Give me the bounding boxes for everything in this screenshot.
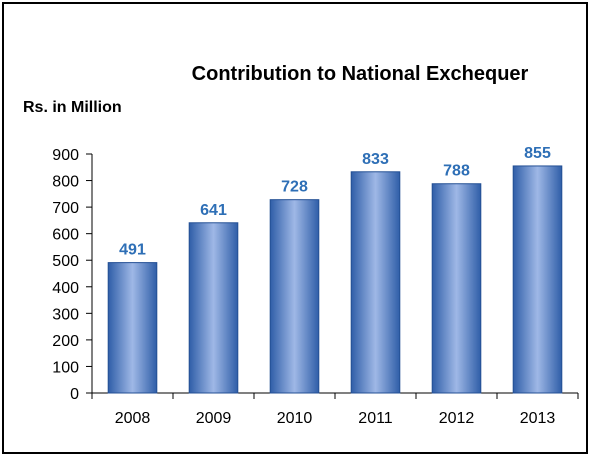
y-tick-label: 100	[52, 359, 79, 376]
y-tick-label: 0	[70, 386, 79, 403]
y-tick-label: 800	[52, 174, 79, 191]
x-tick-label: 2012	[439, 410, 475, 427]
y-tick-label: 400	[52, 280, 79, 297]
data-label-2013: 855	[524, 145, 551, 162]
unit-label: Rs. in Million	[23, 99, 122, 116]
bar-2013	[512, 165, 563, 394]
bar-2012	[431, 183, 482, 394]
data-label-2012: 788	[443, 163, 470, 180]
y-axis: 0 100 200 300 400 500 600 700 800 900	[52, 147, 93, 403]
chart-title: Contribution to National Exchequer	[192, 63, 529, 85]
data-label-2011: 833	[362, 151, 389, 168]
x-tick-label: 2013	[520, 410, 556, 427]
data-label-2008: 491	[119, 242, 146, 259]
y-tick-label: 600	[52, 227, 79, 244]
y-tick-label: 900	[52, 147, 79, 164]
bars	[107, 165, 563, 394]
x-tick-label: 2008	[115, 410, 151, 427]
y-tick-label: 500	[52, 253, 79, 270]
y-tick-label: 300	[52, 306, 79, 323]
data-labels: 491 641 728 833 788 855	[119, 145, 551, 259]
x-tick-label: 2011	[358, 410, 393, 427]
data-label-2010: 728	[281, 179, 308, 196]
bar-2008	[107, 262, 158, 394]
x-tick-label: 2010	[277, 410, 313, 427]
x-axis: 2008 2009 2010 2011 2012 2013	[91, 392, 579, 427]
bar-2010	[269, 199, 320, 394]
data-label-2009: 641	[200, 202, 227, 219]
x-tick-label: 2009	[196, 410, 232, 427]
y-tick-label: 700	[52, 200, 79, 217]
bar-2011	[350, 171, 401, 394]
bar-2009	[188, 222, 239, 394]
y-tick-label: 200	[52, 333, 79, 350]
